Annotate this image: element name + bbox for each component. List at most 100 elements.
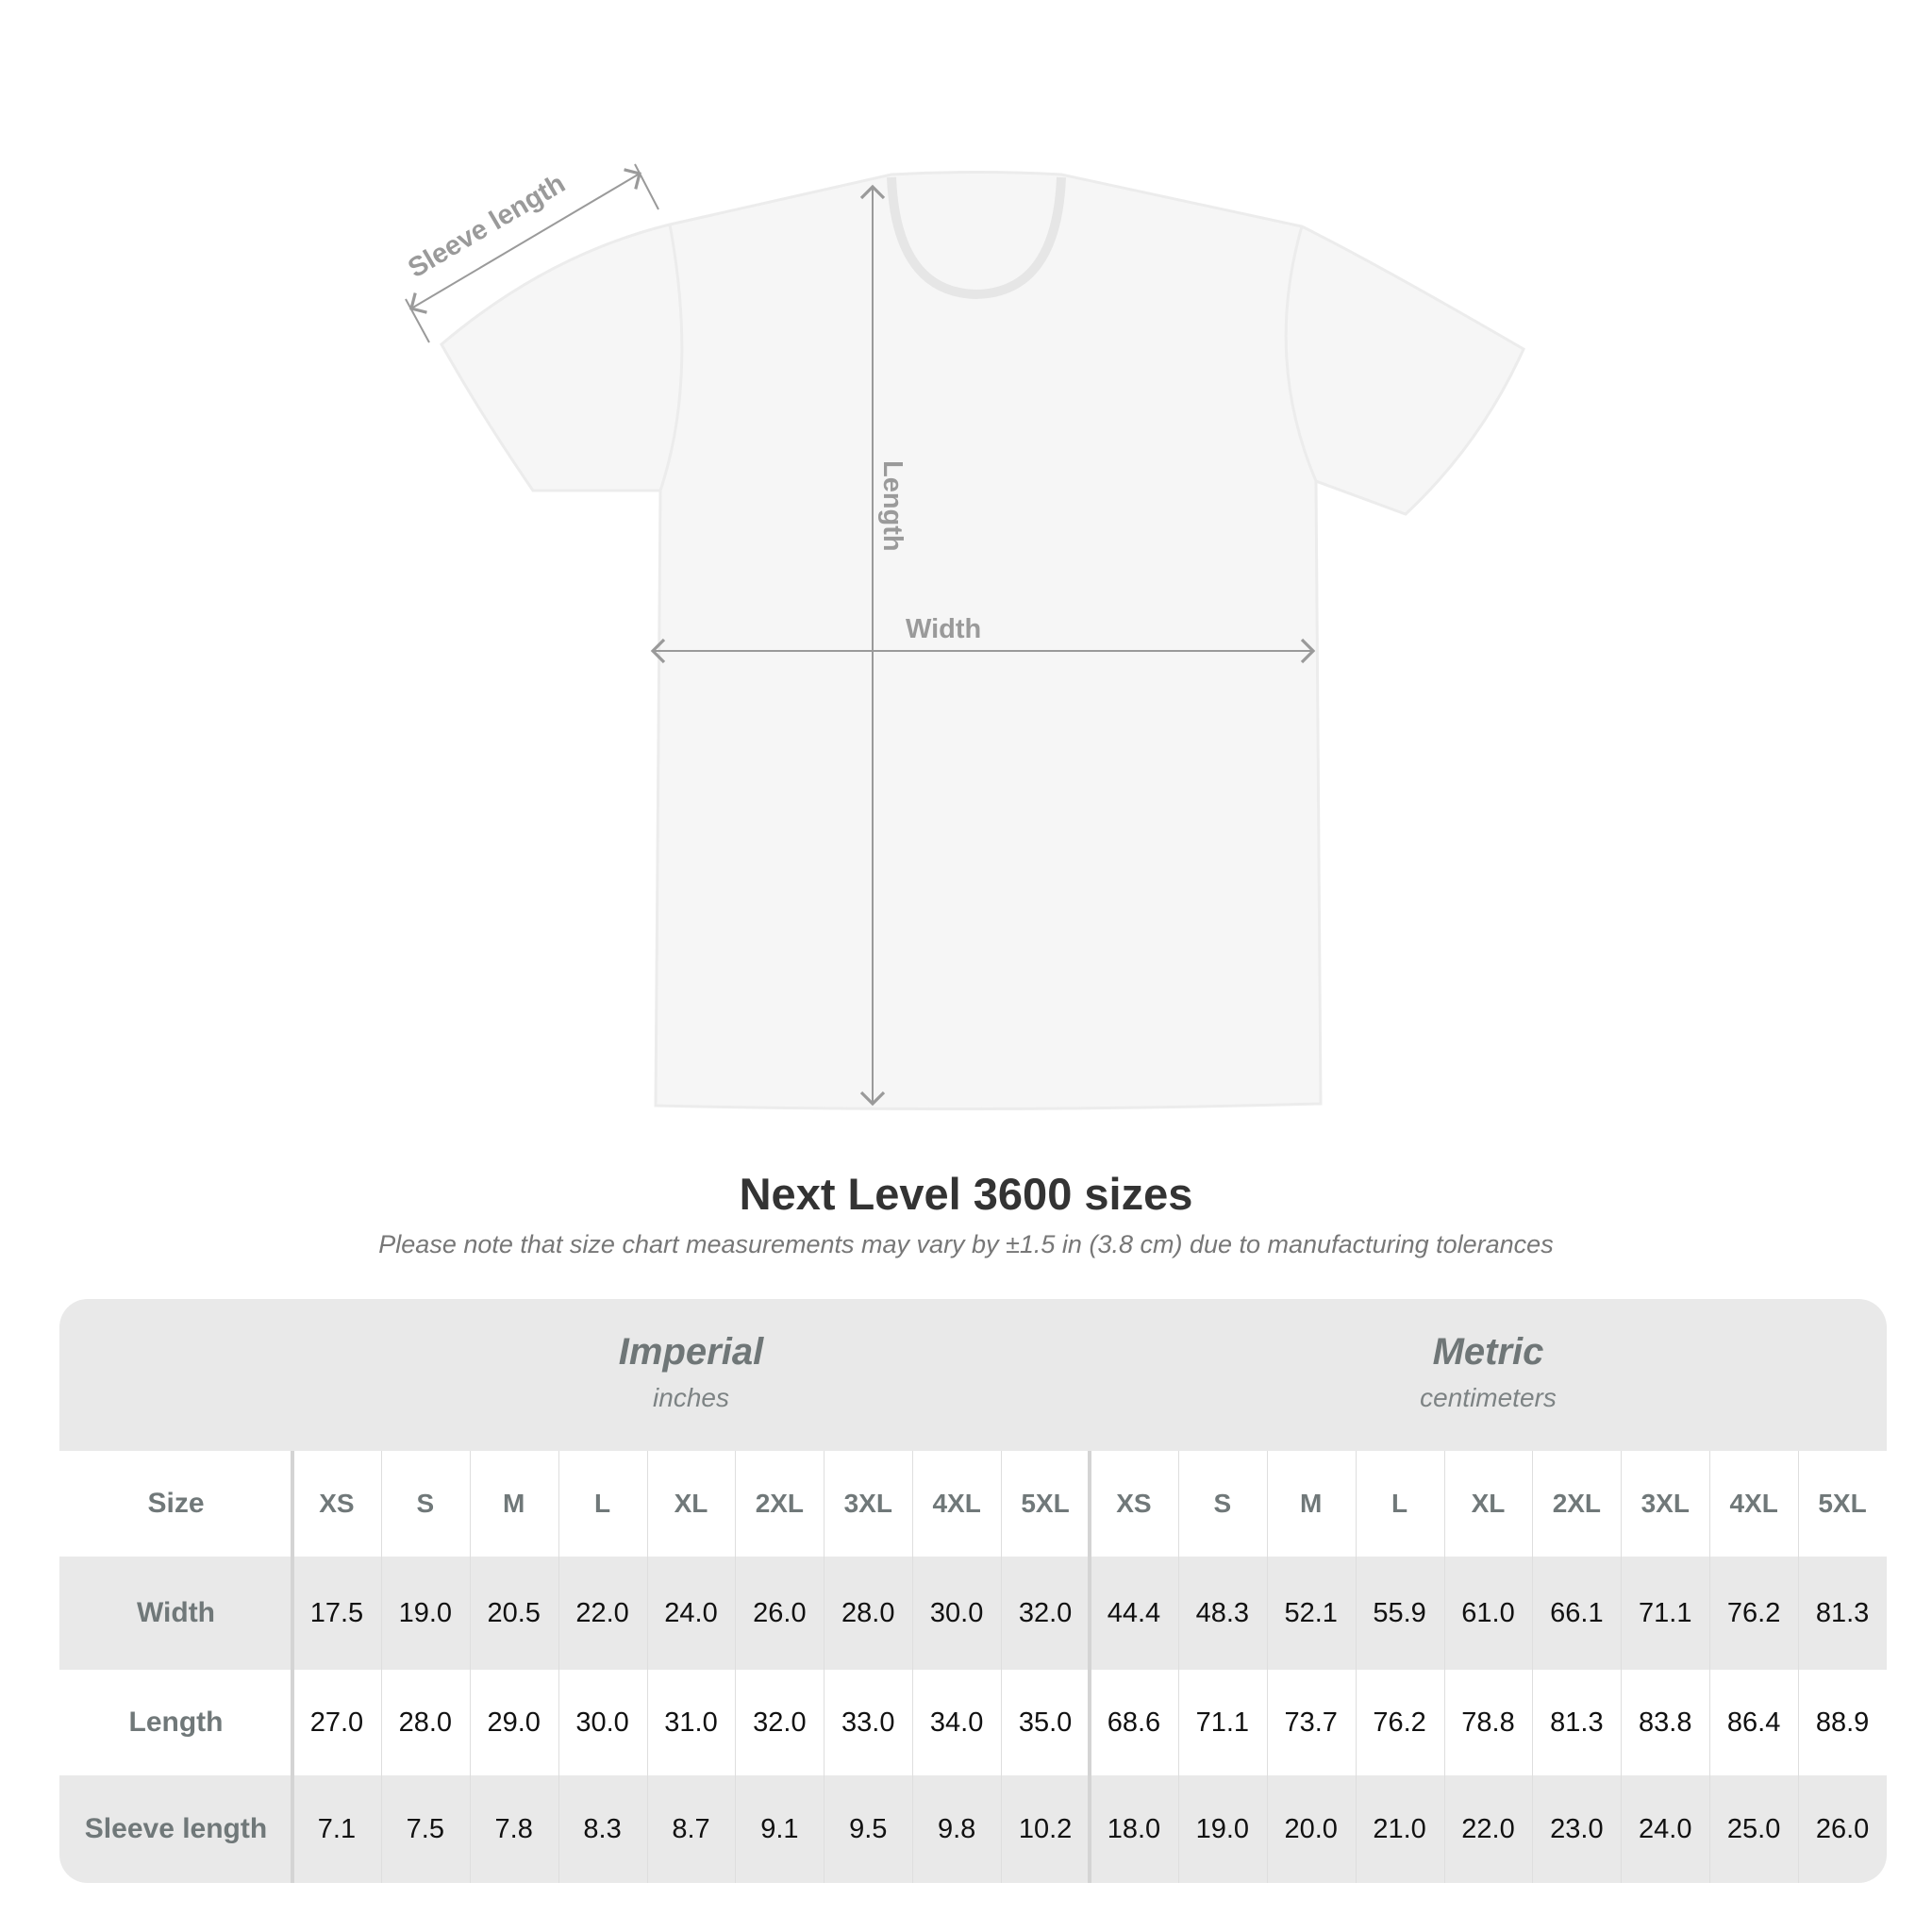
- sleeve-length-label: Sleeve length: [403, 169, 570, 284]
- column-divider: [469, 1451, 471, 1883]
- table-cell-metric: 22.0: [1461, 1813, 1515, 1844]
- table-cell-imperial: 20.5: [487, 1597, 541, 1628]
- table-cell-imperial: 22.0: [575, 1597, 629, 1628]
- group-metric: Metric centimeters: [1090, 1299, 1887, 1451]
- column-divider: [1798, 1451, 1800, 1883]
- table-cell-imperial: 17.5: [309, 1597, 364, 1628]
- table-cell-imperial: 10.2: [1018, 1813, 1073, 1844]
- table-cell-metric: 71.1: [1639, 1597, 1692, 1628]
- table-cell-metric: 24.0: [1639, 1813, 1692, 1844]
- table-cell-imperial: 9.5: [849, 1813, 888, 1844]
- size-header-imperial: S: [416, 1489, 435, 1518]
- column-divider: [558, 1451, 559, 1883]
- size-header-imperial: XL: [674, 1489, 708, 1518]
- table-cell-metric: 83.8: [1639, 1707, 1692, 1738]
- table-cell-imperial: 28.0: [841, 1597, 895, 1628]
- table-cell-metric: 61.0: [1461, 1597, 1515, 1628]
- page-title: Next Level 3600 sizes: [739, 1169, 1193, 1219]
- size-header-metric: 5XL: [1818, 1489, 1867, 1518]
- tshirt-diagram: Sleeve length Length Width: [403, 163, 1525, 1111]
- sleeve-arrow: [409, 168, 641, 314]
- table-cell-metric: 21.0: [1373, 1813, 1426, 1844]
- table-cell-metric: 81.3: [1550, 1707, 1604, 1738]
- column-divider: [646, 1451, 648, 1883]
- table-cell-imperial: 19.0: [398, 1597, 453, 1628]
- tolerance-note: Please note that size chart measurements…: [378, 1230, 1554, 1258]
- table-cell-imperial: 27.0: [309, 1707, 364, 1738]
- size-header-metric: XS: [1116, 1489, 1152, 1518]
- row-label: Length: [128, 1707, 224, 1738]
- size-header-imperial: L: [594, 1489, 611, 1518]
- table-cell-imperial: 8.7: [672, 1813, 710, 1844]
- column-divider: [1532, 1451, 1534, 1883]
- column-divider: [1621, 1451, 1623, 1883]
- column-divider: [1088, 1451, 1091, 1883]
- table-cell-metric: 20.0: [1284, 1813, 1338, 1844]
- table-cell-metric: 26.0: [1815, 1813, 1870, 1844]
- table-cell-metric: 73.7: [1284, 1707, 1338, 1738]
- table-cell-imperial: 35.0: [1018, 1707, 1073, 1738]
- table-cell-imperial: 34.0: [929, 1707, 984, 1738]
- size-header-label: Size: [147, 1488, 205, 1519]
- table-cell-metric: 76.2: [1373, 1707, 1426, 1738]
- column-divider: [1266, 1451, 1268, 1883]
- table-cell-imperial: 30.0: [575, 1707, 629, 1738]
- size-chart-table: Imperial inches Metric centimeters Size X…: [59, 1299, 1887, 1883]
- table-cell-metric: 23.0: [1550, 1813, 1604, 1844]
- table-cell-metric: 81.3: [1815, 1597, 1870, 1628]
- table-cell-imperial: 24.0: [664, 1597, 718, 1628]
- row-band-width: [59, 1557, 1887, 1670]
- table-cell-imperial: 9.1: [760, 1813, 799, 1844]
- size-header-metric: XL: [1471, 1489, 1506, 1518]
- group-name: Imperial: [618, 1331, 764, 1373]
- group-unit: centimeters: [1420, 1383, 1557, 1412]
- table-cell-metric: 88.9: [1815, 1707, 1870, 1738]
- column-divider: [380, 1451, 382, 1883]
- width-label: Width: [906, 614, 981, 644]
- size-header-imperial: 5XL: [1021, 1489, 1070, 1518]
- table-cell-imperial: 9.8: [937, 1813, 976, 1844]
- table-cell-imperial: 7.1: [317, 1813, 357, 1844]
- size-header-imperial: 2XL: [755, 1489, 805, 1518]
- table-cell-metric: 52.1: [1284, 1597, 1338, 1628]
- size-header-metric: 3XL: [1641, 1489, 1690, 1518]
- size-header-imperial: 4XL: [932, 1489, 981, 1518]
- table-cell-metric: 19.0: [1195, 1813, 1250, 1844]
- size-header-metric: L: [1391, 1489, 1408, 1518]
- table-cell-imperial: 7.5: [406, 1813, 444, 1844]
- size-header-imperial: M: [503, 1489, 525, 1518]
- size-header-metric: 4XL: [1729, 1489, 1778, 1518]
- table-cell-imperial: 8.3: [583, 1813, 622, 1844]
- table-cell-imperial: 33.0: [841, 1707, 895, 1738]
- length-label: Length: [877, 460, 908, 552]
- table-cell-metric: 68.6: [1107, 1707, 1161, 1738]
- size-header-metric: S: [1213, 1489, 1232, 1518]
- table-cell-metric: 78.8: [1461, 1707, 1515, 1738]
- row-label: Sleeve length: [84, 1813, 268, 1844]
- column-divider: [735, 1451, 737, 1883]
- table-cell-metric: 18.0: [1107, 1813, 1161, 1844]
- table-cell-metric: 86.4: [1726, 1707, 1781, 1738]
- column-divider: [1177, 1451, 1179, 1883]
- size-header-imperial: XS: [319, 1489, 355, 1518]
- column-divider: [1355, 1451, 1357, 1883]
- tshirt-image: [440, 171, 1525, 1111]
- size-header-metric: M: [1300, 1489, 1323, 1518]
- table-cell-imperial: 32.0: [753, 1707, 807, 1738]
- table-cell-metric: 55.9: [1373, 1597, 1426, 1628]
- table-cell-imperial: 30.0: [929, 1597, 984, 1628]
- group-imperial: Imperial inches: [292, 1299, 1090, 1451]
- column-divider: [1709, 1451, 1711, 1883]
- size-header-imperial: 3XL: [843, 1489, 892, 1518]
- group-header-band: [59, 1299, 1887, 1451]
- table-cell-imperial: 32.0: [1018, 1597, 1073, 1628]
- column-divider: [1443, 1451, 1445, 1883]
- table-cell-metric: 71.1: [1195, 1707, 1250, 1738]
- table-cell-imperial: 26.0: [753, 1597, 807, 1628]
- table-cell-metric: 44.4: [1107, 1597, 1161, 1628]
- row-band-sleeve: [59, 1775, 1887, 1883]
- table-cell-metric: 48.3: [1195, 1597, 1250, 1628]
- table-cell-imperial: 29.0: [487, 1707, 541, 1738]
- row-label: Width: [136, 1597, 216, 1628]
- table-cell-metric: 66.1: [1550, 1597, 1604, 1628]
